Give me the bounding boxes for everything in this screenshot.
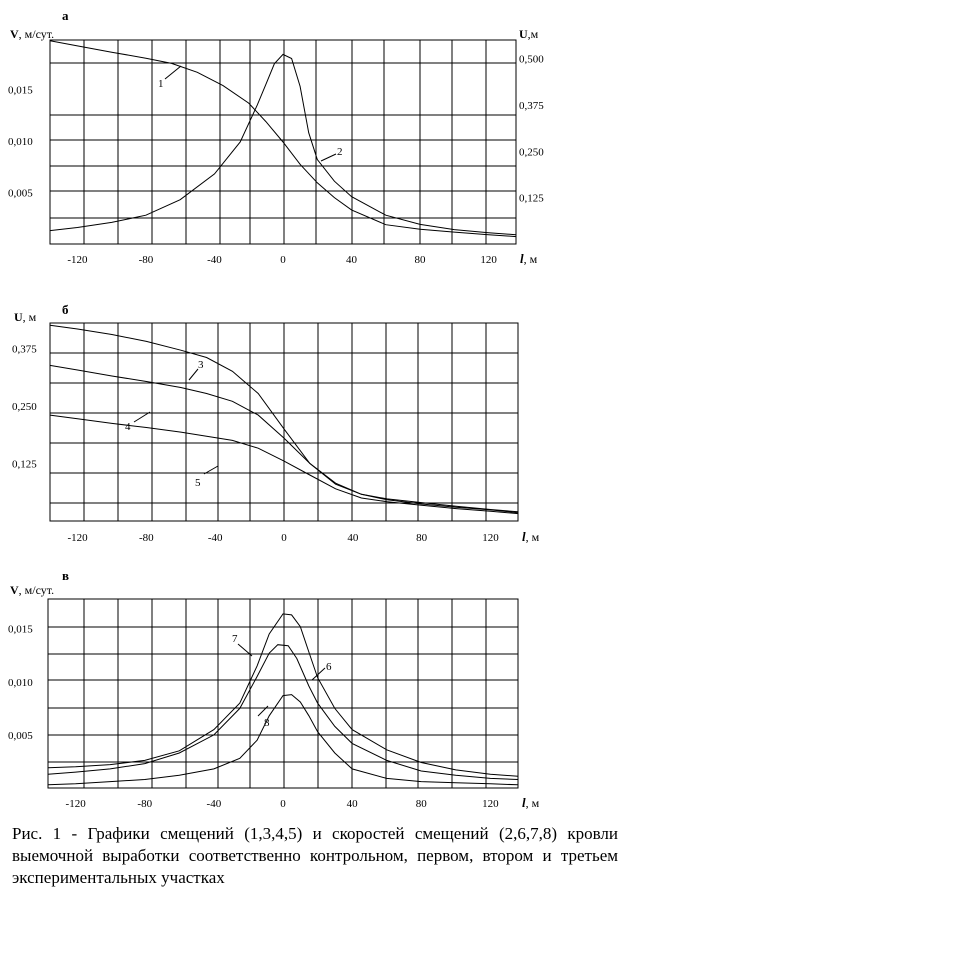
y-tick-label: 0,010: [8, 677, 33, 689]
y-tick-label-right: 0,125: [519, 193, 544, 205]
series-line-3: [49, 324, 519, 513]
x-tick-label: 40: [346, 254, 358, 266]
curve-label-6: 6: [326, 661, 332, 673]
leader-line: [257, 705, 269, 717]
leader-line: [188, 368, 199, 381]
panel-c-chart: в V, м/сут. 0,005 0,010 0,015 -120 -80 -40 0 40 80…: [8, 568, 540, 810]
leader-line: [237, 643, 253, 657]
x-tick-label: 0: [280, 254, 286, 266]
leader-line: [164, 65, 182, 80]
curve-label-1: 1: [158, 78, 164, 90]
x-tick-label: -40: [208, 532, 223, 544]
panel-label: б: [62, 302, 69, 317]
y-tick-label-right: 0,375: [519, 100, 544, 112]
leader-line: [320, 153, 337, 162]
figure-caption: Рис. 1 - Графики смещений (1,3,4,5) и ск…: [12, 824, 618, 887]
x-tick-label: -120: [66, 798, 87, 810]
curve-label-2: 2: [337, 146, 343, 158]
y-axis-label-left: V, м/сут.: [10, 27, 54, 41]
x-axis-label: l, м: [520, 251, 538, 266]
x-tick-label: 40: [347, 532, 359, 544]
series-line-7: [47, 644, 519, 780]
series-line-2: [49, 53, 517, 236]
panel-b-chart: б U, м 0,125 0,250 0,375 -120 -80 -40 0 40 80 120 l,…: [12, 302, 540, 544]
curve-label-7: 7: [232, 633, 238, 645]
y-tick-label-right: 0,500: [519, 54, 544, 66]
x-tick-label: 40: [347, 798, 359, 810]
series-line-6: [47, 613, 519, 777]
curve-label-3: 3: [198, 359, 204, 371]
x-tick-label: -80: [139, 254, 154, 266]
x-tick-label: 120: [482, 532, 499, 544]
curve-label-8: 8: [264, 717, 270, 729]
x-axis-label: l, м: [522, 529, 540, 544]
x-axis-label: l, м: [522, 795, 540, 810]
y-tick-label-left: 0,010: [8, 136, 33, 148]
y-tick-label: 0,375: [12, 343, 37, 355]
x-tick-label: -40: [207, 798, 222, 810]
x-tick-label: -120: [67, 254, 88, 266]
x-tick-label: 120: [482, 798, 499, 810]
leader-line: [133, 411, 151, 423]
y-axis-label: U, м: [14, 310, 37, 324]
y-tick-label-right: 0,250: [519, 146, 544, 158]
y-tick-label-left: 0,015: [8, 84, 33, 96]
leader-line: [203, 465, 219, 475]
series-line-1: [49, 40, 517, 238]
series-line-4: [49, 364, 519, 514]
x-tick-label: 80: [415, 254, 427, 266]
x-tick-label: 80: [416, 798, 428, 810]
y-tick-label: 0,015: [8, 624, 33, 636]
y-tick-label: 0,005: [8, 730, 33, 742]
x-tick-label: 120: [480, 254, 497, 266]
x-tick-label: -80: [139, 532, 154, 544]
x-tick-label: -80: [137, 798, 152, 810]
y-tick-label: 0,250: [12, 401, 37, 413]
x-tick-label: 0: [281, 532, 287, 544]
x-tick-label: -40: [207, 254, 222, 266]
x-tick-label: -120: [67, 532, 88, 544]
x-tick-label: 80: [416, 532, 428, 544]
curve-label-4: 4: [125, 421, 131, 433]
panel-a-chart: а V, м/сут. U,м 0,005 0,010 0,015 0,125 0,250 0,…: [8, 8, 544, 266]
leader-line: [311, 667, 326, 681]
y-tick-label: 0,125: [12, 458, 37, 470]
panel-label: в: [62, 568, 69, 583]
y-axis-label: V, м/сут.: [10, 583, 54, 597]
series-line-8: [47, 694, 519, 786]
x-tick-label: 0: [280, 798, 286, 810]
panel-label: а: [62, 8, 69, 23]
y-axis-label-right: U,м: [519, 27, 539, 41]
curve-label-5: 5: [195, 477, 201, 489]
series-line-5: [49, 414, 519, 515]
y-tick-label-left: 0,005: [8, 187, 33, 199]
